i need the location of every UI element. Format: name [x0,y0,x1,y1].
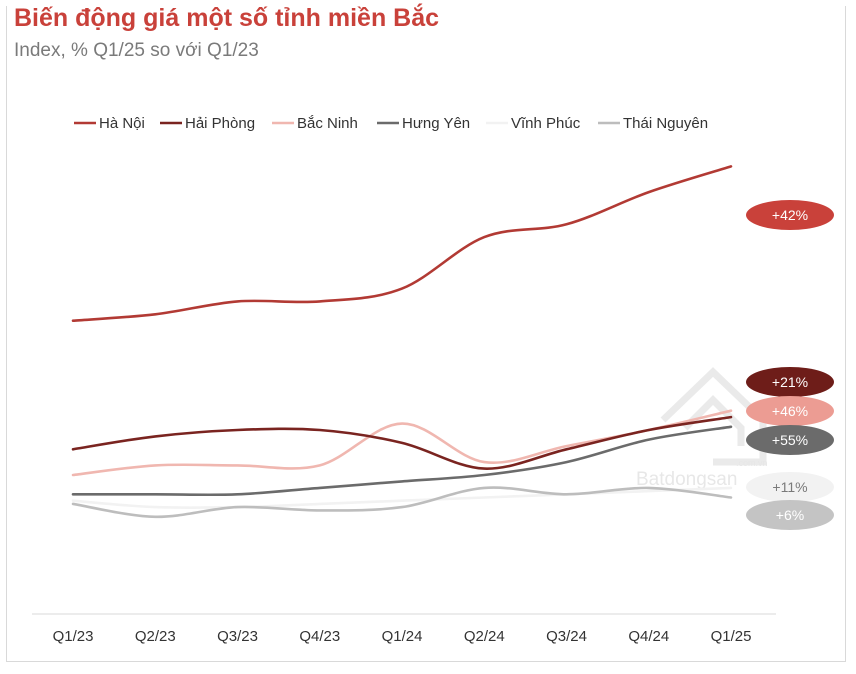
badge-thai-nguyen: +6% [746,500,834,530]
legend-label: Hưng Yên [402,115,470,132]
x-tick-label: Q3/23 [217,628,258,645]
legend-item-bac-ninh: Bắc Ninh [272,115,358,132]
badge-pill [746,396,834,426]
series-line-ha-noi [71,165,733,323]
legend-item-thai-nguyen: Thái Nguyên [598,115,708,132]
badge-hung-yen: +55% [746,425,834,455]
x-tick-label: Q2/23 [135,628,176,645]
badge-hai-phong: +21% [746,367,834,397]
x-tick-label: Q1/23 [53,628,94,645]
legend-label: Thái Nguyên [623,115,708,132]
legend-label: Hải Phòng [185,115,255,132]
legend-item-ha-noi: Hà Nội [74,115,145,132]
legend-label: Hà Nội [99,115,145,132]
chart-title: Biến động giá một số tỉnh miền Bắc [14,4,440,32]
legend-item-hung-yen: Hưng Yên [377,115,470,132]
watermark-brand: Batdongsan [636,469,737,490]
badge-pill [746,367,834,397]
legend-item-hai-phong: Hải Phòng [160,115,255,132]
legend: Hà Nội Hải Phòng Bắc Ninh Hưng Yên Vĩnh Phúc… [74,115,708,132]
chart-subtitle: Index, % Q1/25 so với Q1/23 [14,40,259,61]
series-lines [71,165,733,519]
x-tick-label: Q1/24 [382,628,423,645]
series-line-hung-yen [71,425,733,497]
x-axis-ticks: Q1/23 Q2/23 Q3/23 Q4/23 Q1/24 Q2/24 Q3/24 Q4/24… [53,628,752,645]
badge-ha-noi: +42% [746,200,834,230]
badge-label: +6% [776,507,804,523]
badge-vinh-phuc: +11% [746,472,834,502]
x-tick-label: Q3/24 [546,628,587,645]
badge-label: +46% [772,403,808,419]
badge-pill [746,200,834,230]
badge-label: +21% [772,374,808,390]
series-line-thai-nguyen [71,486,733,519]
badge-pill [746,425,834,455]
series-line-vinh-phuc [71,486,733,510]
badge-pill [746,500,834,530]
badge-label: +55% [772,432,808,448]
badge-pill [746,472,834,502]
x-tick-label: Q2/24 [464,628,505,645]
badge-bac-ninh: +46% [746,396,834,426]
legend-label: Vĩnh Phúc [511,115,581,132]
x-tick-label: Q4/23 [299,628,340,645]
series-line-hai-phong [71,415,733,470]
chart-frame [6,6,846,662]
value-badges: +42% +21% +46% +55% +11% +6% [746,200,834,530]
x-tick-label: Q1/25 [711,628,752,645]
badge-label: +11% [772,479,807,495]
watermark-suffix: .com.vn [736,458,768,468]
x-tick-label: Q4/24 [628,628,669,645]
badge-label: +42% [772,207,808,223]
legend-item-vinh-phuc: Vĩnh Phúc [486,115,581,132]
legend-label: Bắc Ninh [297,115,358,132]
